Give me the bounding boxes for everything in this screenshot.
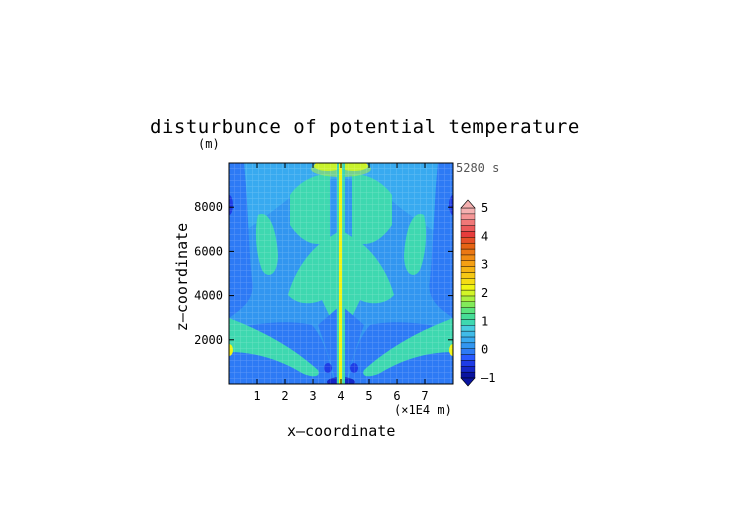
- colorbar-label: 1: [481, 314, 488, 328]
- colorbar-segment: [460, 207, 476, 215]
- colorbar-label: 2: [481, 286, 488, 300]
- chart-title: disturbunce of potential temperature: [150, 116, 580, 138]
- x-axis-label: x—coordinate: [287, 422, 396, 440]
- colorbar-segment: [460, 248, 476, 256]
- colorbar-segment: [460, 319, 476, 326]
- colorbar-segment: [460, 342, 476, 349]
- colorbar-segment: [460, 336, 476, 344]
- x-tick-label: 7: [421, 389, 428, 403]
- colorbar-min-arrow: [460, 377, 476, 387]
- colorbar-segment: [460, 266, 476, 273]
- y-axis-unit: (m): [198, 137, 220, 151]
- colorbar-segment: [460, 301, 476, 308]
- colorbar-label: 5: [481, 201, 488, 215]
- colorbar-label: –1: [481, 371, 495, 385]
- x-tick-label: 2: [281, 389, 288, 403]
- y-tick-label: 2000: [194, 333, 223, 347]
- x-tick-label: 4: [337, 389, 344, 403]
- colorbar-segment: [460, 325, 476, 332]
- colorbar-segment: [460, 371, 476, 379]
- colorbar-segment: [460, 254, 476, 261]
- colorbar-segment: [460, 237, 476, 244]
- y-tick-label: 4000: [194, 289, 223, 303]
- time-label: 5280 s: [456, 161, 500, 175]
- colorbar-segment: [460, 272, 476, 279]
- colorbar-segment: [460, 289, 476, 297]
- colorbar-segment: [460, 360, 476, 367]
- colorbar-label: 3: [481, 258, 488, 272]
- colorbar-label: 4: [481, 229, 488, 243]
- colorbar-segment: [460, 366, 476, 373]
- colorbar-segment: [460, 242, 476, 250]
- x-axis-unit: (×1E4 m): [394, 403, 452, 417]
- heatmap-field: [229, 163, 453, 384]
- x-tick-label: 1: [253, 389, 260, 403]
- x-tick-label: 5: [365, 389, 372, 403]
- colorbar-segment: [460, 354, 476, 361]
- colorbar-segment: [460, 213, 476, 220]
- colorbar-segment: [460, 330, 476, 338]
- colorbar-segment: [460, 231, 476, 238]
- colorbar-segment: [460, 295, 476, 302]
- y-tick-label: 6000: [194, 244, 223, 258]
- colorbar-label: 0: [481, 343, 488, 357]
- colorbar-segment: [460, 225, 476, 232]
- colorbar-segment: [460, 307, 476, 314]
- colorbar-segment: [460, 313, 476, 320]
- x-tick-label: 3: [309, 389, 316, 403]
- colorbar-max-arrow: [460, 199, 476, 209]
- y-tick-label: 8000: [194, 200, 223, 214]
- colorbar-segment: [460, 348, 476, 355]
- x-tick-label: 6: [393, 389, 400, 403]
- colorbar-segment: [460, 219, 476, 226]
- colorbar-segment: [460, 260, 476, 267]
- colorbar-segment: [460, 278, 476, 285]
- colorbar-segment: [460, 284, 476, 291]
